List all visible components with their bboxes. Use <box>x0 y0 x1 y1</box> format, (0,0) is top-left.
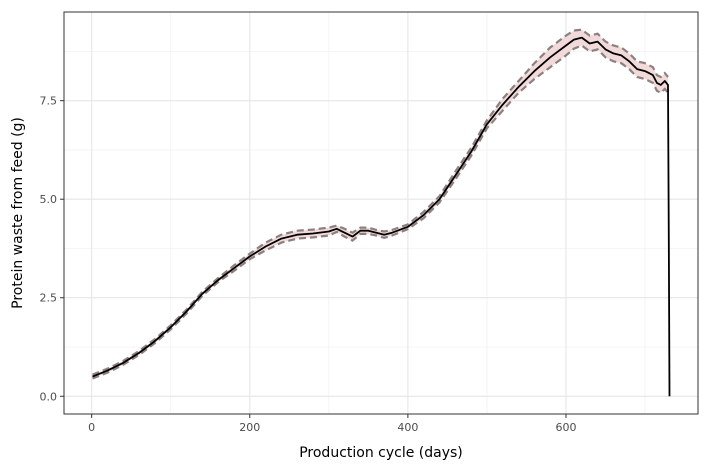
y-tick-label: 5.0 <box>40 193 58 206</box>
y-tick-label: 7.5 <box>40 95 58 108</box>
y-tick-label: 0.0 <box>40 390 58 403</box>
x-axis-title: Production cycle (days) <box>299 445 463 461</box>
x-tick-label: 0 <box>88 421 95 434</box>
x-tick-label: 600 <box>555 421 576 434</box>
x-tick-label: 200 <box>239 421 260 434</box>
y-axis-title: Protein waste from feed (g) <box>10 117 26 309</box>
y-tick-label: 2.5 <box>40 292 58 305</box>
x-tick-label: 400 <box>397 421 418 434</box>
